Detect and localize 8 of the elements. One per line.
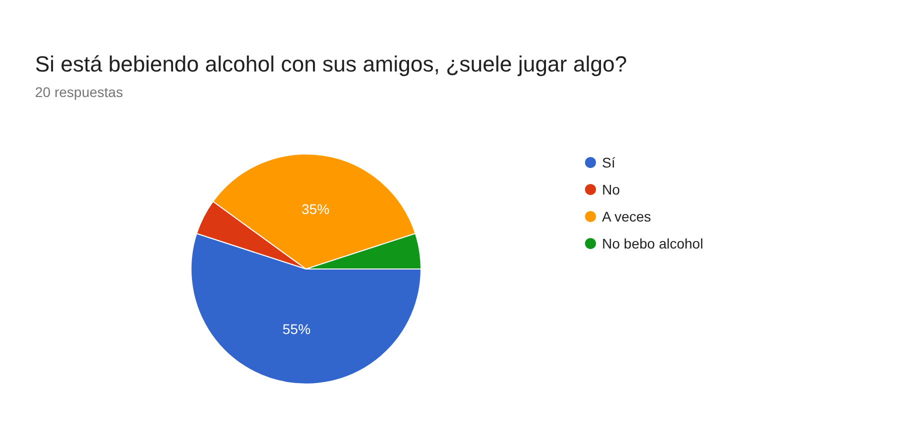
data-label: 55%	[282, 320, 311, 337]
chart-title: Si está bebiendo alcohol con sus amigos, ¿suele jugar algo?	[35, 52, 627, 76]
legend-label: A veces	[602, 208, 652, 224]
legend-label: Sí	[602, 154, 616, 170]
text: 20 respuestas	[35, 84, 123, 100]
legend-label: No bebo alcohol	[602, 236, 704, 252]
legend-label: No	[602, 182, 620, 198]
data-label: 35%	[301, 201, 330, 218]
